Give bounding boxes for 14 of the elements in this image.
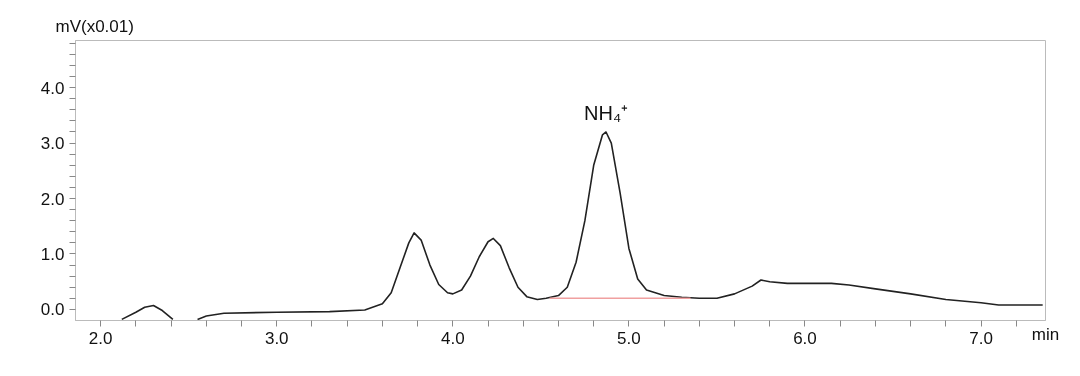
x-tick-label: 7.0 (969, 328, 993, 348)
annotation: NH₄⁺ (583, 101, 629, 124)
y-tick-label: 0.0 (40, 300, 65, 320)
x-axis-title: min (1031, 324, 1060, 344)
x-tick-label: 6.0 (793, 328, 817, 348)
y-tick-label: 4.0 (40, 78, 65, 98)
x-tick-label: 2.0 (88, 328, 113, 348)
y-tick-label: 3.0 (40, 134, 65, 154)
x-tick-label: 5.0 (617, 328, 641, 348)
y-tick-label: 2.0 (40, 189, 65, 209)
y-axis-title: mV(x0.01) (55, 16, 134, 36)
y-tick-label: 1.0 (40, 244, 65, 264)
x-tick-label: 3.0 (264, 328, 289, 348)
x-tick-label: 4.0 (441, 328, 465, 348)
